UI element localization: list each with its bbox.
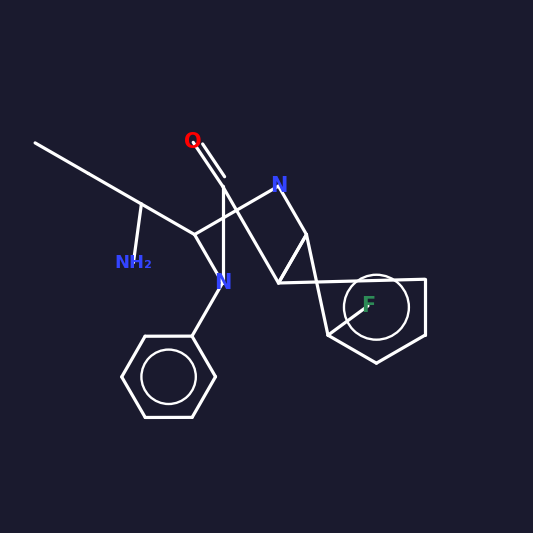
- Text: O: O: [184, 132, 202, 152]
- Text: N: N: [270, 176, 287, 196]
- Text: N: N: [214, 273, 231, 293]
- Text: F: F: [361, 296, 375, 316]
- Text: NH₂: NH₂: [115, 254, 152, 272]
